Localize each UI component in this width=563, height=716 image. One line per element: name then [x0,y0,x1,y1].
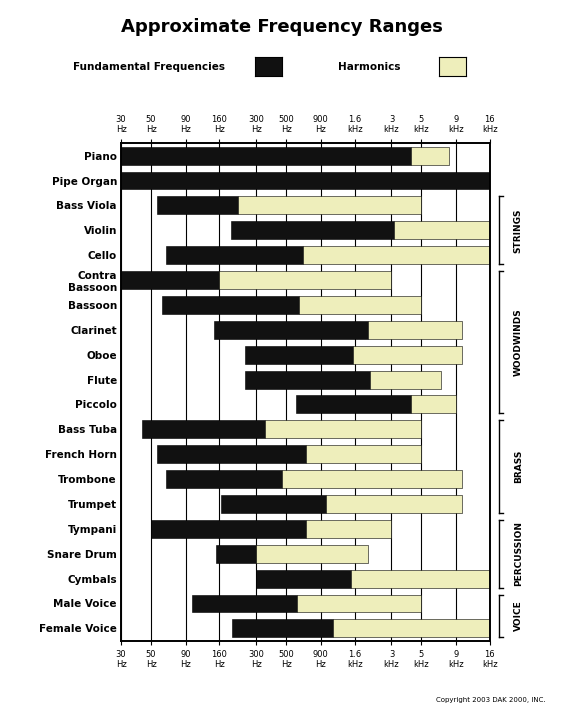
Bar [238,196,422,214]
Text: Fundamental Frequencies: Fundamental Frequencies [73,62,225,72]
Bar [354,346,462,364]
Text: WOODWINDS: WOODWINDS [513,309,522,376]
Bar [306,445,422,463]
Bar [121,147,411,165]
Bar [245,346,354,364]
Bar [216,545,256,563]
Bar [121,271,220,289]
Bar [300,296,422,314]
Bar [302,246,490,264]
Text: Harmonics: Harmonics [338,62,400,72]
Bar [231,221,394,239]
Bar [167,470,282,488]
Bar [411,147,449,165]
Text: BRASS: BRASS [513,450,522,483]
Bar [151,520,306,538]
Bar [368,321,462,339]
Bar [162,296,300,314]
Bar [192,594,297,612]
Bar [142,420,265,438]
Text: VOICE: VOICE [513,601,522,632]
Bar [233,619,333,637]
Bar [333,619,490,637]
Text: PERCUSSION: PERCUSSION [513,521,522,586]
Bar [411,395,456,413]
Bar [256,545,368,563]
Bar [167,246,302,264]
Bar [221,495,327,513]
Bar [256,570,351,588]
Bar [370,371,441,389]
Bar [306,520,391,538]
Bar [282,470,462,488]
Bar [351,570,490,588]
Text: STRINGS: STRINGS [513,208,522,253]
Bar [296,395,411,413]
Text: Approximate Frequency Ranges: Approximate Frequency Ranges [120,18,443,36]
Bar [327,495,462,513]
Bar [265,420,422,438]
Bar [394,221,490,239]
Bar [220,271,391,289]
Bar [121,172,490,190]
Bar [245,371,370,389]
Bar [157,445,306,463]
Text: Copyright 2003 DAK 2000, INC.: Copyright 2003 DAK 2000, INC. [436,697,546,703]
Bar [215,321,368,339]
Bar [157,196,238,214]
Bar [297,594,422,612]
